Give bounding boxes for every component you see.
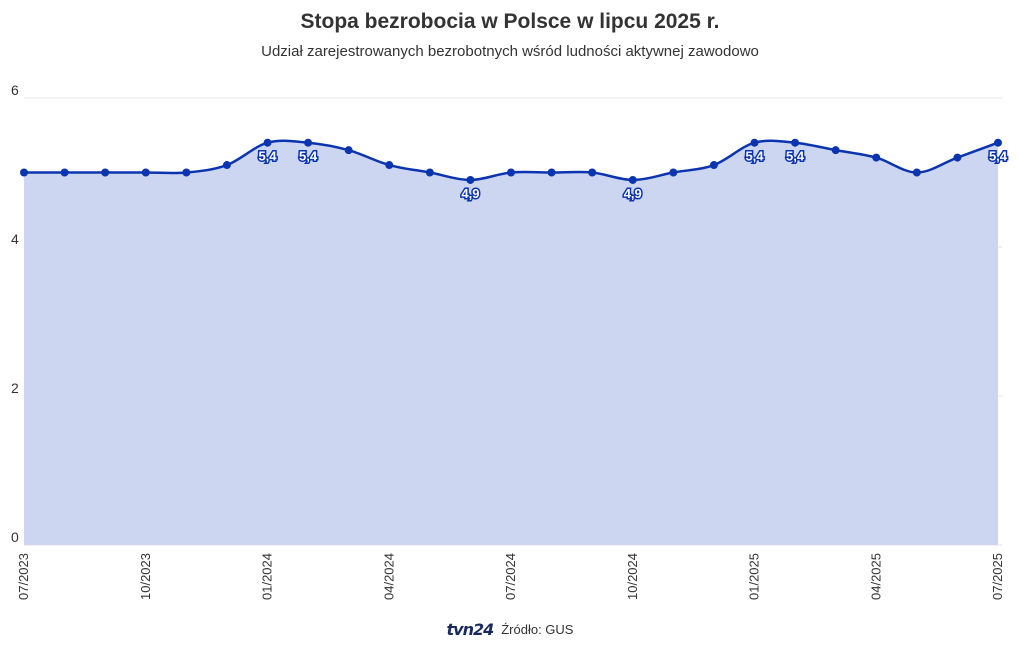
data-point: [791, 138, 800, 147]
data-label: 4,9: [624, 186, 642, 201]
footer: tvn24 Źródło: GUS: [0, 620, 1020, 639]
chart-subtitle: Udział zarejestrowanych bezrobotnych wśr…: [261, 43, 759, 60]
data-point: [141, 168, 150, 177]
data-point: [709, 161, 718, 170]
chart-title: Stopa bezrobocia w Polsce w lipcu 2025 r…: [300, 10, 720, 33]
data-point: [750, 138, 759, 147]
data-label: 5,4: [745, 149, 764, 164]
data-point: [182, 168, 191, 177]
x-tick-label: 01/2024: [260, 553, 275, 600]
y-tick-label: 2: [11, 380, 19, 396]
x-tick-label: 04/2025: [868, 553, 883, 600]
data-point: [263, 138, 272, 147]
data-point: [912, 168, 921, 177]
data-point: [831, 146, 840, 155]
y-tick-label: 6: [11, 82, 19, 98]
data-point: [872, 153, 881, 162]
data-point: [425, 168, 434, 177]
data-point: [101, 168, 110, 177]
data-label: 4,9: [461, 186, 479, 201]
data-point: [588, 168, 597, 177]
x-tick-label: 04/2024: [381, 553, 396, 600]
series-area: [24, 140, 998, 545]
data-label: 5,4: [258, 149, 277, 164]
data-point: [953, 153, 962, 162]
data-point: [547, 168, 556, 177]
y-tick-label: 0: [11, 529, 19, 545]
data-label: 5,4: [989, 149, 1008, 164]
x-tick-label: 10/2024: [625, 553, 640, 600]
x-tick-label: 07/2025: [990, 553, 1005, 600]
x-tick-label: 10/2023: [138, 553, 153, 600]
data-label: 5,4: [299, 149, 318, 164]
data-point: [669, 168, 678, 177]
tvn24-logo: tvn24: [446, 620, 495, 639]
data-point: [20, 168, 28, 177]
data-point: [994, 138, 1002, 147]
data-point: [628, 175, 637, 184]
data-point: [304, 138, 313, 147]
data-point: [222, 161, 231, 170]
data-point: [507, 168, 515, 177]
x-tick-label: 07/2023: [16, 553, 31, 600]
data-point: [466, 175, 475, 184]
source-text: Źródło: GUS: [501, 622, 574, 637]
y-tick-label: 4: [11, 231, 19, 247]
data-point: [385, 161, 394, 170]
data-point: [60, 168, 69, 177]
data-point: [344, 146, 353, 155]
x-tick-label: 01/2025: [747, 553, 762, 600]
x-tick-label: 07/2024: [503, 553, 518, 600]
data-label: 5,4: [786, 149, 805, 164]
